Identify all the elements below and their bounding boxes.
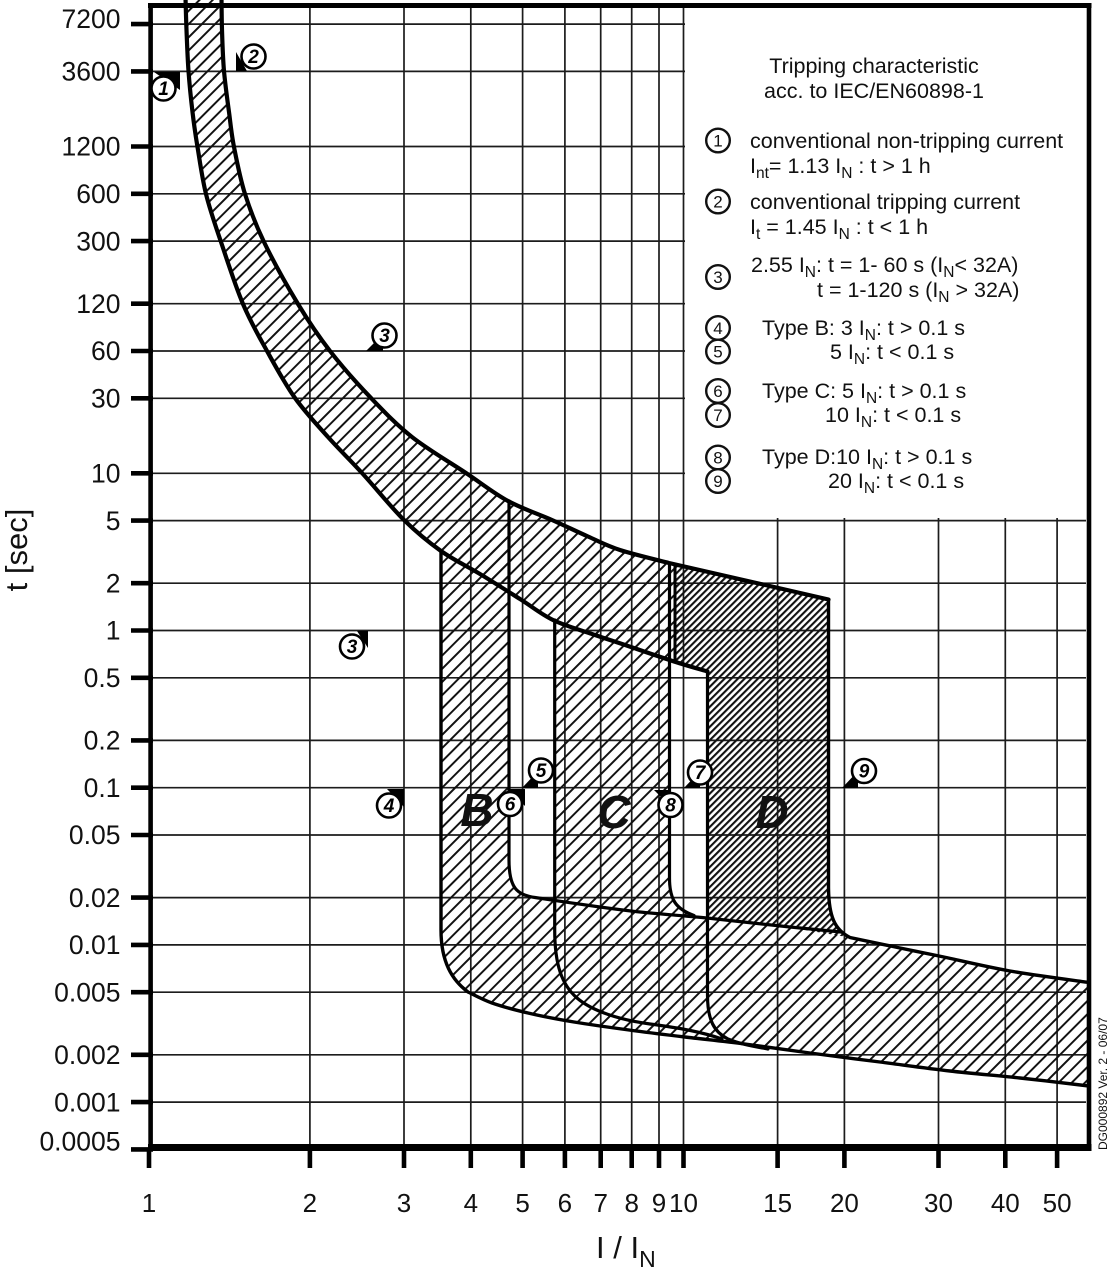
svg-text:t = 1-120 s (IN > 32A): t = 1-120 s (IN > 32A) xyxy=(817,278,1019,306)
svg-text:5 IN: t < 0.1 s: 5 IN: t < 0.1 s xyxy=(830,340,954,368)
svg-text:0.001: 0.001 xyxy=(54,1087,120,1117)
svg-text:t [sec]: t [sec] xyxy=(0,509,34,592)
svg-text:7: 7 xyxy=(713,406,722,425)
svg-text:0.2: 0.2 xyxy=(84,726,121,756)
svg-text:3: 3 xyxy=(713,268,722,287)
svg-text:0.005: 0.005 xyxy=(54,977,120,1007)
svg-text:It = 1.45 IN : t < 1 h: It = 1.45 IN : t < 1 h xyxy=(750,215,928,243)
svg-text:Tripping characteristic: Tripping characteristic xyxy=(769,54,979,78)
svg-text:0.01: 0.01 xyxy=(69,930,121,960)
svg-text:8: 8 xyxy=(713,449,722,468)
svg-text:6: 6 xyxy=(713,382,722,401)
svg-text:B: B xyxy=(460,784,493,836)
svg-text:0.5: 0.5 xyxy=(84,663,121,693)
svg-text:5: 5 xyxy=(515,1188,529,1218)
svg-text:conventional non-tripping curr: conventional non-tripping current xyxy=(750,129,1063,153)
svg-text:10: 10 xyxy=(669,1188,698,1218)
svg-text:9: 9 xyxy=(652,1188,666,1218)
svg-text:Type B: 3 IN: t > 0.1 s: Type B: 3 IN: t > 0.1 s xyxy=(762,316,965,344)
svg-text:8: 8 xyxy=(665,796,676,817)
svg-text:1: 1 xyxy=(106,616,121,646)
svg-text:acc. to IEC/EN60898-1: acc. to IEC/EN60898-1 xyxy=(764,79,984,103)
svg-text:3: 3 xyxy=(379,326,390,347)
svg-text:40: 40 xyxy=(991,1188,1020,1218)
svg-text:3: 3 xyxy=(397,1188,411,1218)
svg-text:DG000892 Ver. 2 - 06/07: DG000892 Ver. 2 - 06/07 xyxy=(1096,1017,1110,1150)
svg-text:7200: 7200 xyxy=(62,4,121,34)
svg-text:3600: 3600 xyxy=(62,57,121,87)
svg-text:0.0005: 0.0005 xyxy=(39,1127,120,1157)
svg-text:5: 5 xyxy=(536,761,547,782)
svg-text:6: 6 xyxy=(505,795,516,816)
svg-text:4: 4 xyxy=(713,319,722,338)
svg-text:2: 2 xyxy=(303,1188,317,1218)
svg-text:10 IN: t < 0.1 s: 10 IN: t < 0.1 s xyxy=(825,403,961,431)
svg-text:2: 2 xyxy=(713,193,722,212)
svg-text:9: 9 xyxy=(713,472,722,491)
svg-text:8: 8 xyxy=(624,1188,638,1218)
svg-text:30: 30 xyxy=(924,1188,953,1218)
svg-text:20 IN: t < 0.1 s: 20 IN: t < 0.1 s xyxy=(828,469,964,497)
svg-text:Type C: 5 IN: t > 0.1 s: Type C: 5 IN: t > 0.1 s xyxy=(762,379,966,407)
svg-text:20: 20 xyxy=(830,1188,859,1218)
svg-text:1: 1 xyxy=(713,132,722,151)
svg-text:9: 9 xyxy=(859,762,870,783)
svg-text:Type D:10 IN: t > 0.1 s: Type D:10 IN: t > 0.1 s xyxy=(762,445,972,473)
svg-text:300: 300 xyxy=(76,226,120,256)
svg-text:C: C xyxy=(597,786,631,838)
svg-text:0.02: 0.02 xyxy=(69,883,121,913)
svg-text:50: 50 xyxy=(1043,1188,1072,1218)
svg-text:600: 600 xyxy=(76,179,120,209)
svg-text:4: 4 xyxy=(464,1188,478,1218)
svg-text:Int= 1.13 IN : t > 1 h: Int= 1.13 IN : t > 1 h xyxy=(750,154,931,182)
svg-text:7: 7 xyxy=(593,1188,607,1218)
svg-text:6: 6 xyxy=(558,1188,572,1218)
svg-text:60: 60 xyxy=(91,336,120,366)
svg-text:2.55 IN: t = 1- 60 s (IN< 32A): 2.55 IN: t = 1- 60 s (IN< 32A) xyxy=(751,253,1018,281)
svg-text:1: 1 xyxy=(158,79,169,100)
svg-text:5: 5 xyxy=(713,343,722,362)
svg-text:0.1: 0.1 xyxy=(84,773,121,803)
svg-text:5: 5 xyxy=(106,506,121,536)
svg-text:0.002: 0.002 xyxy=(54,1040,120,1070)
svg-text:0.05: 0.05 xyxy=(69,820,121,850)
svg-text:D: D xyxy=(755,786,788,838)
svg-text:30: 30 xyxy=(91,384,120,414)
svg-text:conventional tripping current: conventional tripping current xyxy=(750,190,1020,214)
svg-text:15: 15 xyxy=(763,1188,792,1218)
svg-text:2: 2 xyxy=(247,47,259,68)
svg-text:4: 4 xyxy=(383,796,395,817)
svg-text:7: 7 xyxy=(695,763,707,784)
svg-text:120: 120 xyxy=(76,289,120,319)
svg-text:3: 3 xyxy=(347,637,358,658)
svg-text:1: 1 xyxy=(142,1188,156,1218)
svg-text:2: 2 xyxy=(106,568,121,598)
svg-text:1200: 1200 xyxy=(62,132,121,162)
svg-text:10: 10 xyxy=(91,459,120,489)
